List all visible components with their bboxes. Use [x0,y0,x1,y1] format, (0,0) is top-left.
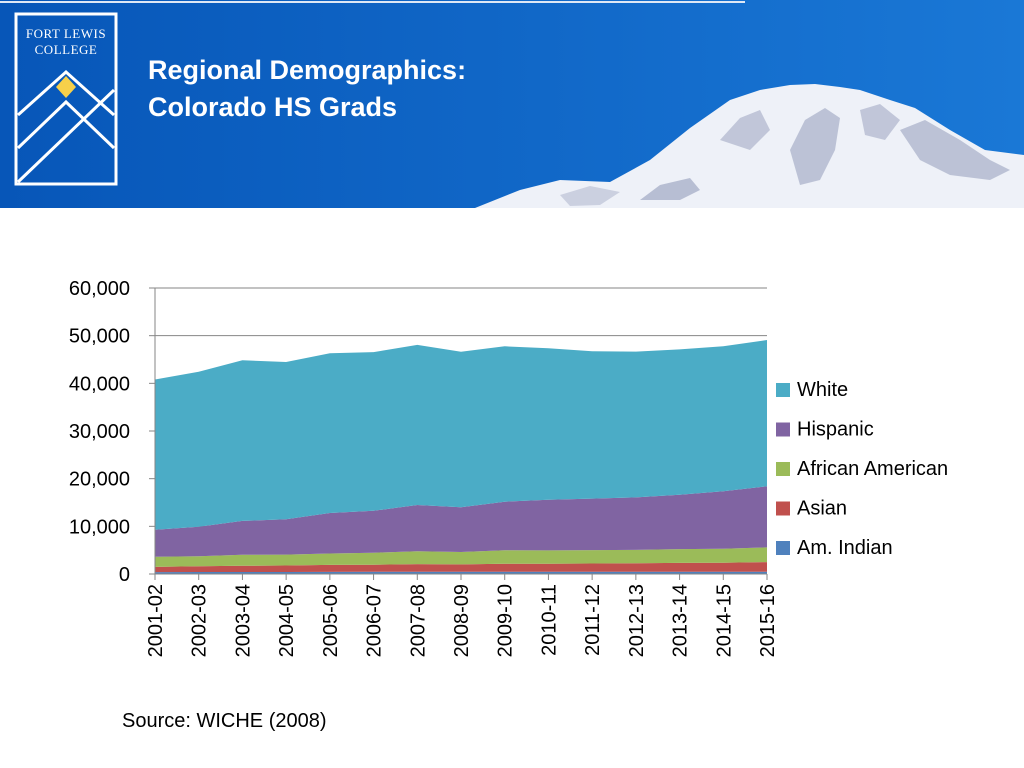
x-tick-label: 2011-12 [582,584,604,656]
college-logo: Fort Lewis College [14,12,118,186]
area-asian [155,562,767,573]
legend-swatch-white [776,383,790,397]
slide-title: Regional Demographics: Colorado HS Grads [148,52,466,126]
legend-swatch-african-american [776,462,790,476]
x-tick-label: 2014-15 [713,584,735,657]
x-tick-label: 2002-03 [189,584,211,657]
legend-label-white: White [797,379,848,401]
y-tick-labels: 0 10,000 20,000 30,000 40,000 50,000 60,000 [69,278,130,586]
legend: White Hispanic African American Asian Am. In… [776,379,948,559]
legend-swatch-hispanic [776,422,790,437]
x-tick-label: 2003-04 [232,584,254,657]
x-tick-label: 2010-11 [538,584,560,656]
legend-label-african-american: African American [797,458,948,480]
y-tick-label: 30,000 [69,421,130,443]
legend-swatch-asian [776,501,790,516]
logo-line2: College [35,42,98,57]
x-tick-label: 2005-06 [320,584,342,657]
legend-swatch-am-indian [776,541,790,555]
x-tick-label: 2013-14 [670,584,692,657]
x-tick-label: 2012-13 [626,584,648,657]
legend-label-am-indian: Am. Indian [797,537,893,559]
slide-title-line2: Colorado HS Grads [148,92,398,122]
x-tick-label: 2001-02 [145,584,167,657]
y-tick-label: 40,000 [69,373,130,395]
source-note: Source: WICHE (2008) [122,710,327,732]
logo-line1: Fort Lewis [26,26,106,41]
y-tick-label: 20,000 [69,469,130,491]
area-hispanic [155,486,767,557]
y-tick-label: 60,000 [69,278,130,300]
x-tick-label: 2007-08 [407,584,429,657]
y-tick-label: 50,000 [69,326,130,348]
logo-diamond [56,76,76,98]
x-tick-label: 2006-07 [364,584,386,657]
axes [149,287,768,580]
x-tick-label: 2009-10 [495,584,517,657]
x-tick-label: 2008-09 [451,584,473,657]
x-tick-label: 2015-16 [757,584,779,657]
area-white [155,340,767,530]
demographics-area-chart: 0 10,000 20,000 30,000 40,000 50,000 60,000 20… [69,278,948,657]
x-tick-labels: 2001-02 2002-03 2003-04 2004-05 2005-06 2006-… [145,584,779,657]
slide-title-line1: Regional Demographics: [148,55,467,85]
mountain-image [475,84,1024,208]
header-banner: Fort Lewis College [0,0,1024,208]
area-series [155,340,767,574]
y-tick-label: 10,000 [69,516,130,538]
legend-label-hispanic: Hispanic [797,419,874,441]
area-am-indian [155,571,767,574]
area-african-american [155,547,767,567]
x-tick-label: 2004-05 [276,584,298,657]
y-tick-label: 0 [119,564,130,586]
legend-label-asian: Asian [797,498,847,520]
